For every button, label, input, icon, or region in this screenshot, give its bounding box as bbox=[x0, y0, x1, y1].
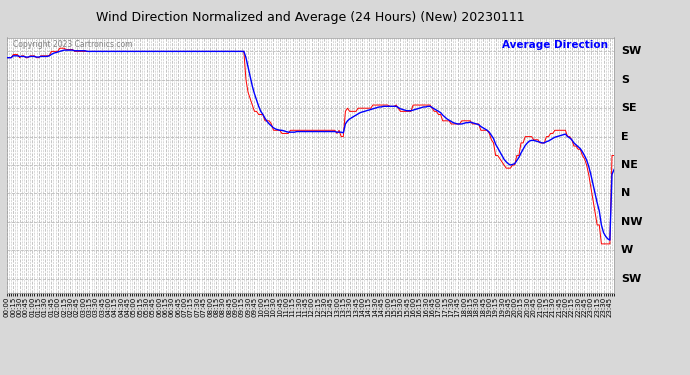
Text: W: W bbox=[621, 245, 633, 255]
Text: SW: SW bbox=[621, 46, 641, 56]
Text: SE: SE bbox=[621, 103, 637, 113]
Text: N: N bbox=[621, 188, 630, 198]
Text: Average Direction: Average Direction bbox=[502, 40, 608, 50]
Text: NW: NW bbox=[621, 217, 642, 227]
Text: S: S bbox=[621, 75, 629, 85]
Text: SW: SW bbox=[621, 274, 641, 284]
Text: NE: NE bbox=[621, 160, 638, 170]
Text: Copyright 2023 Cartronics.com: Copyright 2023 Cartronics.com bbox=[13, 40, 132, 49]
Text: Wind Direction Normalized and Average (24 Hours) (New) 20230111: Wind Direction Normalized and Average (2… bbox=[96, 11, 525, 24]
Text: E: E bbox=[621, 132, 629, 142]
